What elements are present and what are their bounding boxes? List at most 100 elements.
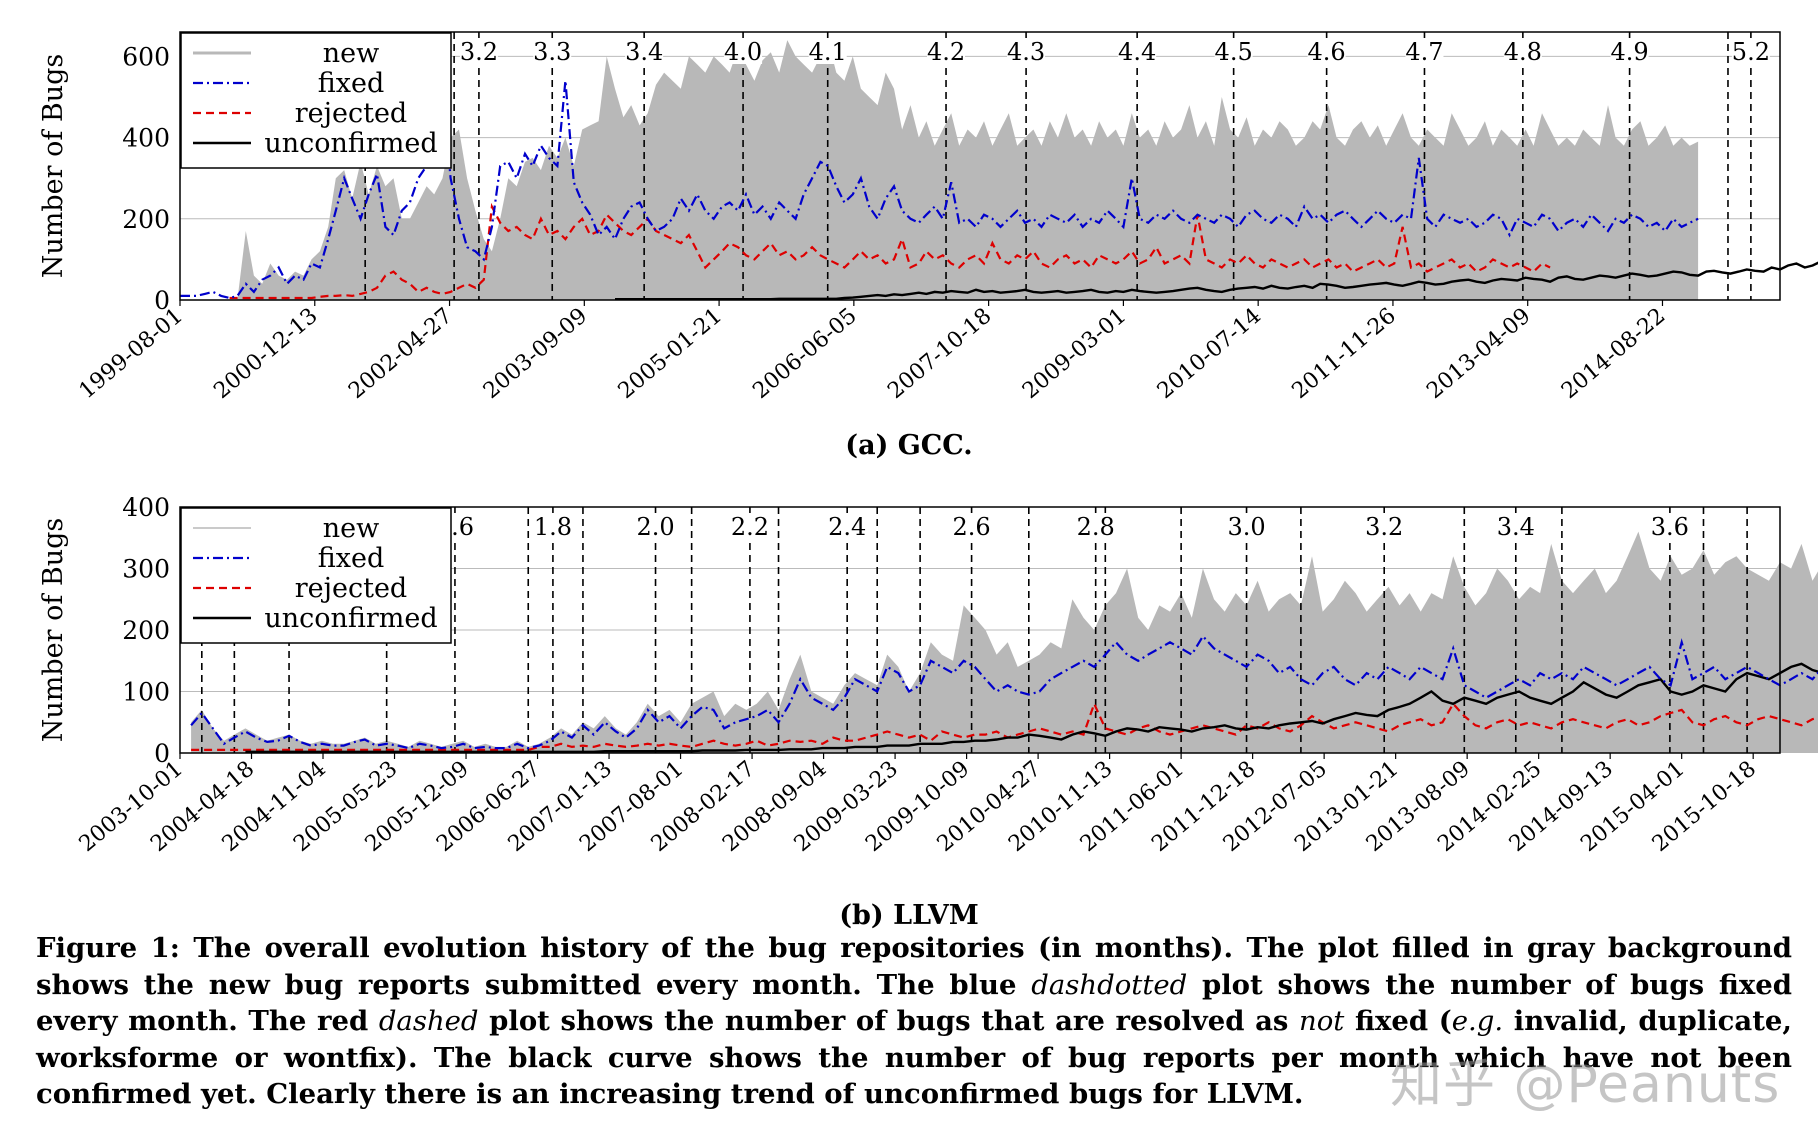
release-label: 1.8 <box>534 513 572 541</box>
x-tick-label: 2003-09-09 <box>479 303 592 404</box>
caption-part-6: fixed ( <box>1344 1005 1452 1037</box>
release-label-bg <box>1365 513 1404 539</box>
release-label: 4.3 <box>1007 38 1045 66</box>
series-new-area <box>191 531 1818 753</box>
y-axis-label: Number of Bugs <box>38 54 69 279</box>
series-rejected-line <box>229 202 1551 300</box>
release-label-bg <box>1118 38 1157 64</box>
legend-label-fixed: fixed <box>318 68 385 99</box>
series-new-area <box>180 40 1699 300</box>
release-label-bg <box>1496 513 1535 539</box>
series-fixed-line <box>190 634 1818 750</box>
release-label: 2.6 <box>953 513 991 541</box>
release-label: 3.2 <box>460 38 498 66</box>
release-label: 2.4 <box>828 513 866 541</box>
plot-area: 0 200 400 600 3.2 3.3 3.4 4.0 4.1 4.2 4.3 4.4 4.5 4.6… <box>38 31 1818 404</box>
release-label-bg <box>625 38 664 64</box>
x-tick-label: 2006-06-05 <box>748 303 861 404</box>
release-label: 4.0 <box>724 38 762 66</box>
gcc-subcaption: (a) GCC. <box>845 430 973 461</box>
release-label-bg <box>636 513 675 539</box>
release-label-bg <box>927 38 966 64</box>
legend-label-rejected: rejected <box>295 98 407 129</box>
caption-label: Figure 1: <box>36 932 180 964</box>
series-rejected-line <box>191 700 1818 751</box>
y-tick-label: 200 <box>122 616 170 645</box>
y-axis-label: Number of Bugs <box>38 518 69 743</box>
release-label: 2.0 <box>636 513 674 541</box>
release-label: 5.2 <box>1732 38 1770 66</box>
caption-part-3: dashed <box>378 1005 479 1037</box>
x-tick-label: 2002-04-27 <box>344 303 457 404</box>
caption-part-1: dashdotted <box>1031 968 1188 1001</box>
x-tick-label: 2009-03-01 <box>1018 303 1131 404</box>
release-label-bg <box>1503 38 1542 64</box>
caption-part-4: plot shows the number of bugs that are r… <box>478 1005 1300 1037</box>
y-tick-label: 400 <box>122 124 170 153</box>
gcc-bug-history-chart: 0 200 400 600 3.2 3.3 3.4 4.0 4.1 4.2 4.3 4.4 4.5 4.6… <box>38 31 1818 404</box>
series-unconfirmed-line <box>615 261 1818 301</box>
release-label: 4.8 <box>1504 38 1542 66</box>
release-label-bg <box>1007 38 1046 64</box>
release-label-bg <box>533 38 572 64</box>
figure-caption: Figure 1: The overall evolution history … <box>36 930 1792 1113</box>
legend-label-new: new <box>323 38 379 69</box>
release-label: 4.9 <box>1611 38 1649 66</box>
release-label: 3.4 <box>1497 513 1535 541</box>
release-markers: 3.2 3.3 3.4 4.0 4.1 4.2 4.3 4.4 4.5 4.6 4.7 4.8 4.9 5… <box>364 32 1770 300</box>
release-label-bg <box>1076 513 1115 539</box>
caption-part-5: not <box>1299 1005 1345 1037</box>
series-fixed-line <box>180 80 1699 300</box>
plot-frame <box>179 506 1781 754</box>
release-label: 4.7 <box>1405 38 1443 66</box>
caption-part-2: plot shows the number of bugs fixed ever… <box>36 968 1792 1038</box>
release-label: 3.6 <box>1651 513 1689 541</box>
y-tick-label: 100 <box>122 678 170 707</box>
release-label-bg <box>828 513 867 539</box>
x-tick-label: 2011-11-26 <box>1288 303 1401 404</box>
release-label-bg <box>1731 38 1770 64</box>
y-tick-label: 400 <box>122 493 170 522</box>
legend-box <box>180 32 452 169</box>
y-tick-label: 300 <box>122 555 170 584</box>
y-tick-label: 200 <box>122 205 170 234</box>
release-label-bg <box>1405 38 1444 64</box>
release-label-bg <box>1650 513 1689 539</box>
release-label-bg <box>808 38 847 64</box>
x-tick-label: 1999-08-01 <box>75 303 188 404</box>
x-tick-label: 2000-12-13 <box>209 303 322 404</box>
plot-frame <box>179 31 1781 301</box>
release-label-bg <box>533 513 572 539</box>
release-label: 4.6 <box>1308 38 1346 66</box>
release-label-bg <box>1214 38 1253 64</box>
release-label-bg <box>730 513 769 539</box>
legend-label-unconfirmed: unconfirmed <box>264 603 437 634</box>
release-label: 4.4 <box>1118 38 1156 66</box>
caption-part-7: e.g. <box>1451 1005 1504 1037</box>
release-label-bg <box>1227 513 1266 539</box>
legend-box <box>180 507 452 644</box>
legend-label-rejected: rejected <box>295 573 407 604</box>
y-tick-label: 0 <box>154 739 170 768</box>
x-tick-label: 2013-04-09 <box>1422 303 1535 404</box>
x-tick-label: 2007-10-18 <box>883 303 996 404</box>
y-tick-label: 0 <box>154 286 170 315</box>
release-label: 3.4 <box>625 38 663 66</box>
release-label: 4.1 <box>809 38 847 66</box>
watermark: 知乎 @Peanuts <box>1390 1055 1781 1115</box>
release-label-bg <box>459 38 498 64</box>
release-label: 3.3 <box>533 38 571 66</box>
y-tick-label: 600 <box>122 42 170 71</box>
release-label-bg <box>724 38 763 64</box>
release-label-bg <box>1610 38 1649 64</box>
release-label: 4.5 <box>1215 38 1253 66</box>
release-label: 2.2 <box>731 513 769 541</box>
legend-label-fixed: fixed <box>318 543 385 574</box>
release-markers: 1.6 1.8 2.0 2.2 2.4 2.6 2.8 3.0 3.2 3.4 3.6 <box>201 507 1748 753</box>
release-label-bg <box>1307 38 1346 64</box>
caption-part-0: The overall evolution history of the bug… <box>36 932 1792 1001</box>
x-tick-label: 2014-08-22 <box>1557 303 1670 404</box>
x-tick-label: 2005-01-21 <box>614 303 727 404</box>
